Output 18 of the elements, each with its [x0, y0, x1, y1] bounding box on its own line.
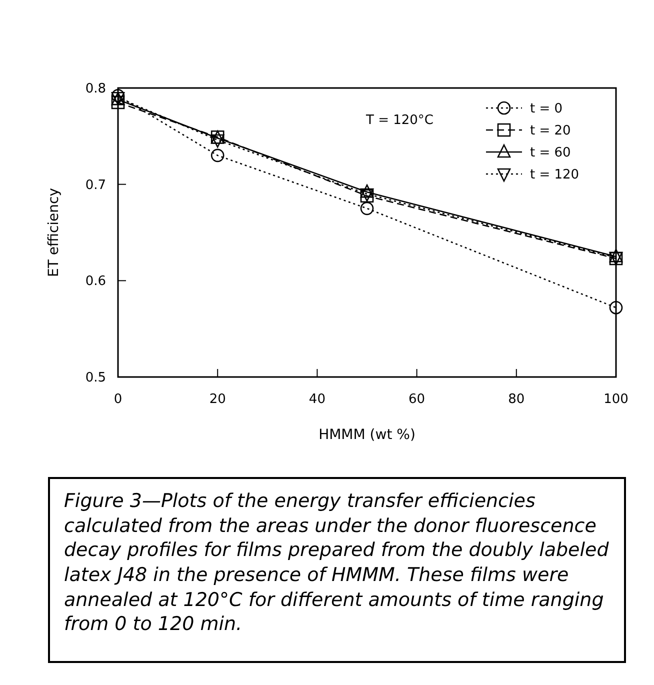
x-tick-label: 40 [308, 392, 326, 407]
legend-label: t = 60 [530, 146, 571, 161]
y-tick-label: 0.6 [85, 274, 106, 290]
caption: Figure 3—Plots of the energy transfer efficiencies calculated from the areas under the donor fluorescence decay profiles for films prepared from the doubly labeled latex J48 in the presence of HMMM. These films were annealed at 120°C for different amounts of time ranging from 0 to 120 min. [48, 477, 626, 663]
x-tick-label: 80 [508, 392, 525, 407]
x-tick-label: 20 [209, 392, 226, 407]
x-tick-label: 100 [604, 392, 628, 407]
annotation: T = 120°C [365, 113, 434, 128]
legend-label: t = 20 [530, 124, 571, 139]
legend-label: t = 120 [530, 168, 580, 183]
y-tick-label: 0.8 [85, 82, 106, 97]
x-tick-label: 60 [408, 392, 426, 407]
y-axis-title: ET efficiency [46, 188, 62, 278]
y-tick-label: 0.5 [85, 370, 106, 386]
x-tick-label: 0 [114, 392, 122, 407]
legend-label: t = 0 [530, 102, 563, 117]
y-tick-label: 0.7 [85, 178, 106, 193]
x-axis-title: HMMM (wt %) [318, 427, 416, 443]
